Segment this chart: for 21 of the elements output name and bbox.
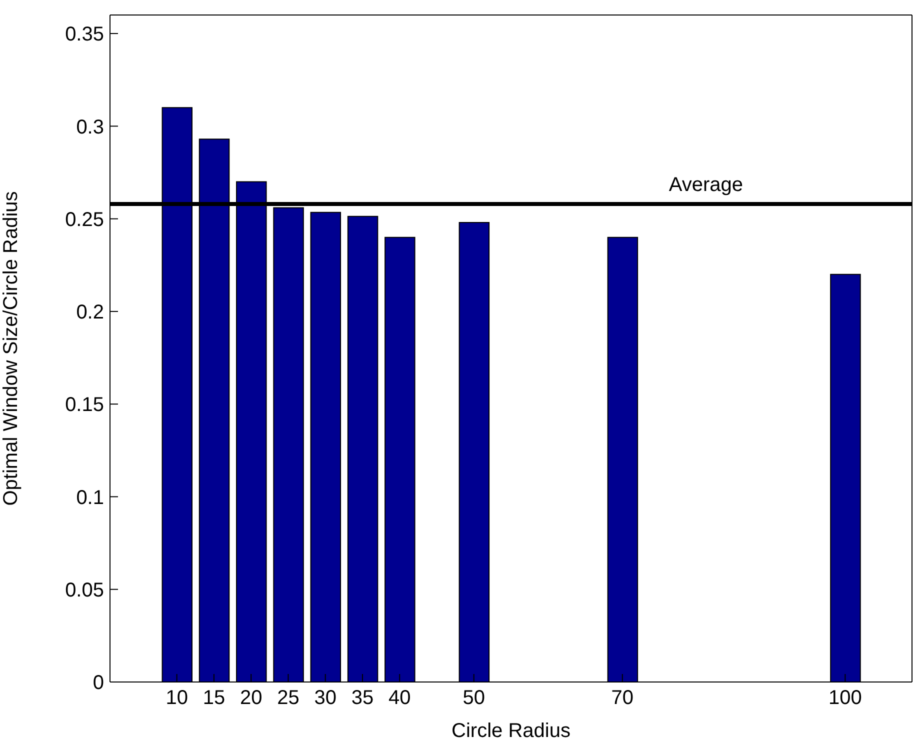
y-tick-label: 0.15 — [65, 394, 104, 416]
x-tick-label: 100 — [828, 687, 862, 710]
y-tick-label: 0.3 — [76, 116, 104, 138]
x-axis-title: Circle Radius — [452, 720, 570, 742]
x-tick-label: 25 — [277, 687, 300, 710]
x-tick-label: 10 — [166, 687, 188, 710]
y-tick-label: 0.25 — [65, 208, 104, 231]
x-tick-label: 40 — [388, 687, 411, 710]
x-tick-label: 70 — [611, 687, 634, 710]
ref-line-label: Average — [668, 174, 744, 196]
x-tick-label: 35 — [351, 687, 374, 710]
y-tick-label: 0.1 — [76, 486, 104, 509]
y-tick-label: 0 — [92, 672, 104, 694]
y-axis-title: Optimal Window Size/Circle Radius — [0, 191, 22, 506]
x-tick-label: 20 — [240, 687, 262, 710]
x-tick-label: 15 — [202, 687, 226, 710]
x-tick-label: 30 — [314, 687, 336, 710]
y-tick-label: 0.2 — [76, 302, 104, 324]
x-tick-label: 50 — [462, 687, 485, 710]
y-tick-label: 0.05 — [65, 579, 104, 602]
y-tick-label: 0.35 — [65, 24, 104, 46]
